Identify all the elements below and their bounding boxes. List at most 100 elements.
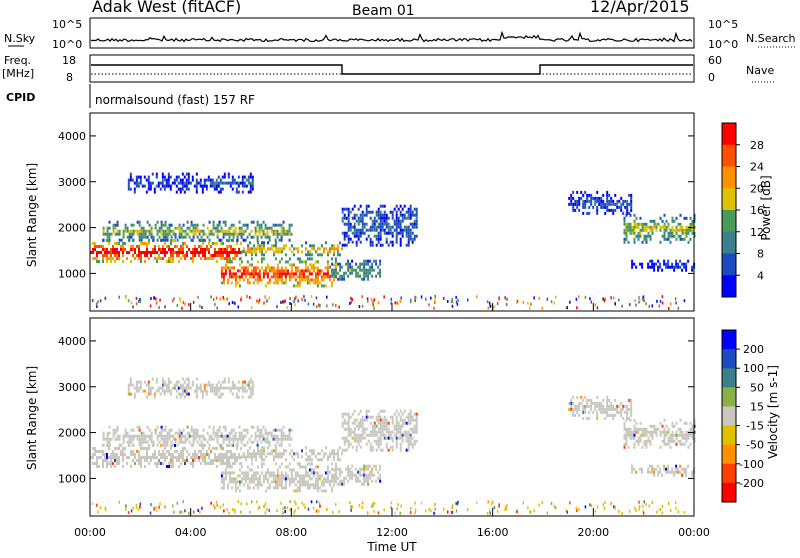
velocity-cell <box>576 404 579 408</box>
velocity-cell <box>306 480 309 484</box>
power-cell <box>570 193 573 197</box>
velocity-cell <box>228 431 231 435</box>
power-cell <box>663 225 666 229</box>
velocity-cell <box>190 462 192 465</box>
velocity-cell <box>369 430 372 434</box>
velocity-cell <box>174 456 176 459</box>
velocity-cell <box>516 510 518 514</box>
power-cell <box>246 260 249 264</box>
power-cell <box>244 266 247 270</box>
power-cell <box>94 242 96 245</box>
power-cell <box>248 281 251 285</box>
power-cell <box>208 242 210 245</box>
velocity-cell <box>176 459 178 462</box>
power-cell <box>285 244 287 248</box>
velocity-cell <box>671 439 674 443</box>
power-cell <box>616 202 619 206</box>
velocity-cell <box>293 511 295 515</box>
velocity-cell <box>198 450 200 453</box>
velocity-cell <box>234 489 237 493</box>
power-cell <box>238 269 241 273</box>
power-cell <box>140 242 142 245</box>
velocity-cell <box>318 486 321 490</box>
velocity-cell <box>339 473 342 477</box>
power-cell <box>403 216 406 220</box>
velocity-cell <box>312 483 315 487</box>
power-cell <box>606 202 609 206</box>
power-cell <box>126 257 128 260</box>
power-cell <box>200 245 202 248</box>
power-cell <box>347 225 350 229</box>
power-cell <box>205 178 208 182</box>
power-cell <box>401 219 404 223</box>
power-cell <box>355 262 358 266</box>
power-cell <box>637 231 640 235</box>
velocity-cell <box>578 413 581 417</box>
velocity-cell <box>104 437 107 441</box>
power-cell <box>343 277 346 281</box>
power-cell <box>606 199 609 203</box>
power-cell <box>683 237 686 241</box>
power-cell <box>669 302 672 306</box>
velocity-cell <box>576 410 579 414</box>
velocity-cell <box>238 468 241 472</box>
power-cell <box>180 248 182 251</box>
velocity-cell <box>185 389 188 393</box>
velocity-cell <box>359 467 362 471</box>
velocity-cell <box>681 436 684 440</box>
velocity-cell <box>106 453 108 456</box>
power-cell <box>661 268 664 272</box>
power-cell <box>257 244 259 248</box>
power-cell <box>294 272 297 276</box>
power-cell <box>198 232 201 236</box>
power-cell <box>665 225 668 229</box>
velocity-cell <box>638 500 640 504</box>
power-cell <box>297 247 299 251</box>
velocity-cell <box>178 434 181 438</box>
velocity-cell <box>372 504 374 508</box>
velocity-cell <box>272 437 275 441</box>
colorbar-swatch <box>722 425 736 446</box>
velocity-cell <box>301 501 303 505</box>
power-cell <box>415 219 418 223</box>
power-cell <box>143 175 146 179</box>
power-cell <box>428 303 430 307</box>
velocity-cell <box>250 440 253 444</box>
velocity-cell <box>355 418 358 422</box>
velocity-cell <box>264 477 267 481</box>
power-cell <box>369 271 372 275</box>
power-cell <box>395 240 398 244</box>
power-cell <box>178 232 181 236</box>
velocity-cell <box>132 443 135 447</box>
power-cell <box>263 244 265 248</box>
power-cell <box>102 238 105 242</box>
velocity-cell <box>238 437 241 441</box>
power-cell <box>358 305 361 309</box>
velocity-cell <box>242 474 245 478</box>
power-cell <box>275 250 277 254</box>
power-cell <box>200 251 202 254</box>
power-cell <box>679 222 682 226</box>
power-cell <box>112 245 114 248</box>
velocity-cell <box>172 444 174 447</box>
velocity-cell <box>194 453 196 456</box>
power-cell <box>290 269 293 273</box>
power-cell <box>409 234 412 238</box>
power-cell <box>377 234 380 238</box>
power-cell <box>261 253 263 257</box>
velocity-cell <box>413 439 416 443</box>
velocity-cell <box>150 434 153 438</box>
power-cell <box>671 234 674 238</box>
power-cell <box>651 228 654 232</box>
power-cell <box>124 242 126 245</box>
power-cell <box>229 184 232 188</box>
velocity-cell <box>224 462 226 465</box>
power-cell <box>270 269 273 273</box>
velocity-cell <box>156 456 158 459</box>
power-cell <box>122 229 125 233</box>
power-cell <box>383 231 386 235</box>
power-cell <box>199 184 202 188</box>
power-cell <box>349 262 352 266</box>
velocity-cell <box>192 465 194 468</box>
power-cell <box>264 295 267 299</box>
